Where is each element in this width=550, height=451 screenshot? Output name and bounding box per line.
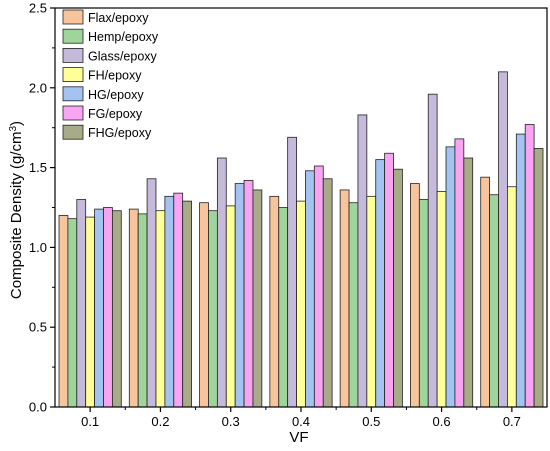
bar-glass-epoxy-0.4 (287, 136, 297, 408)
legend-label: Glass/epoxy (88, 49, 158, 63)
bar-hemp-epoxy-0.5 (348, 202, 359, 408)
y-axis-title-sup: 3 (8, 126, 19, 132)
bar-glass-epoxy-0.3 (216, 157, 227, 408)
legend-swatch (62, 48, 84, 63)
bar-hemp-epoxy-0.3 (208, 210, 218, 408)
bar-flax-epoxy-0.1 (58, 215, 69, 408)
legend-swatch (62, 105, 84, 121)
bar-fg-epoxy-0.5 (384, 152, 394, 408)
bar-hemp-epoxy-0.4 (278, 207, 289, 408)
axes-layer: 0.0 0.5 1.0 1.5 2.0 2.5 0.1 0.2 0.3 0.4 0.5 0.6 0.7 (29, 1, 548, 429)
bar-fh-epoxy-0.6 (436, 191, 447, 408)
bar-hemp-epoxy-0.7 (489, 194, 499, 408)
x-tick-label: 0.3 (222, 414, 240, 429)
legend-label: HG/epoxy (88, 88, 144, 102)
legend-label: Hemp/epoxy (88, 30, 159, 44)
bar-fg-epoxy-0.7 (524, 124, 535, 408)
y-axis-title-main: Composite Density (g/cm (8, 132, 25, 300)
bar-fh-epoxy-0.3 (225, 205, 236, 408)
y-tick-label: 0.5 (29, 320, 47, 335)
bar-fhg-epoxy-0.6 (463, 157, 474, 408)
bar-hemp-epoxy-0.6 (418, 199, 429, 408)
bar-fhg-epoxy-0.5 (393, 168, 403, 408)
bar-hg-epoxy-0.5 (375, 159, 386, 408)
x-tick-label: 0.5 (362, 414, 380, 429)
bar-glass-epoxy-0.6 (427, 93, 438, 408)
legend-swatch (62, 124, 84, 140)
legend-label: Flax/epoxy (88, 11, 149, 25)
bar-fhg-epoxy-0.2 (182, 200, 192, 408)
legend-swatch (62, 9, 84, 25)
bar-hg-epoxy-0.6 (445, 146, 456, 408)
bar-hemp-epoxy-0.2 (137, 213, 148, 408)
bar-flax-epoxy-0.2 (128, 208, 139, 408)
legend-swatch (62, 86, 84, 102)
legend-swatch (62, 28, 84, 44)
bar-glass-epoxy-0.1 (76, 199, 87, 408)
x-tick-label: 0.6 (433, 414, 451, 429)
y-tick-label: 2.5 (29, 1, 47, 16)
bar-fg-epoxy-0.4 (313, 165, 324, 408)
y-tick-label: 1.0 (29, 240, 47, 255)
legend-label: FHG/epoxy (88, 126, 152, 140)
bar-glass-epoxy-0.5 (357, 114, 368, 408)
bar-fh-epoxy-0.1 (85, 216, 95, 408)
y-tick-label: 0.0 (29, 400, 47, 415)
bars-layer (58, 71, 544, 408)
bar-fg-epoxy-0.2 (173, 192, 184, 408)
bar-flax-epoxy-0.7 (480, 176, 491, 408)
bar-hg-epoxy-0.4 (305, 170, 315, 408)
bar-fh-epoxy-0.7 (507, 186, 517, 408)
bar-fhg-epoxy-0.7 (533, 148, 544, 408)
bar-fh-epoxy-0.4 (296, 200, 306, 408)
bar-fg-epoxy-0.3 (243, 179, 254, 408)
bar-hg-epoxy-0.3 (234, 183, 245, 408)
bar-fh-epoxy-0.5 (366, 195, 377, 408)
bar-fg-epoxy-0.1 (103, 207, 113, 408)
y-axis-title: Composite Density (g/cm3) (8, 121, 26, 299)
bar-fhg-epoxy-0.3 (252, 189, 263, 408)
bar-fhg-epoxy-0.1 (111, 210, 122, 408)
y-tick-label: 2.0 (29, 80, 47, 95)
bar-flax-epoxy-0.3 (199, 202, 209, 408)
bar-glass-epoxy-0.2 (146, 178, 157, 408)
bar-flax-epoxy-0.4 (269, 195, 280, 408)
bar-hg-epoxy-0.1 (94, 208, 104, 408)
bar-fhg-epoxy-0.4 (322, 178, 333, 408)
bar-glass-epoxy-0.7 (498, 71, 508, 408)
x-tick-label: 0.2 (151, 414, 169, 429)
y-axis-title-close: ) (8, 121, 25, 126)
legend: Flax/epoxy Hemp/epoxy Glass/epoxy FH/epoxy H… (62, 9, 159, 140)
bar-hg-epoxy-0.7 (515, 133, 526, 408)
bar-flax-epoxy-0.5 (339, 189, 350, 408)
x-tick-label: 0.7 (503, 414, 521, 429)
x-axis-title: VF (289, 429, 308, 446)
x-tick-label: 0.4 (292, 414, 310, 429)
bar-fh-epoxy-0.2 (155, 210, 166, 408)
bar-flax-epoxy-0.6 (410, 183, 420, 408)
x-tick-label: 0.1 (81, 414, 99, 429)
y-tick-label: 1.5 (29, 160, 47, 175)
bar-hemp-epoxy-0.1 (67, 218, 78, 408)
bar-fg-epoxy-0.6 (454, 138, 465, 408)
legend-label: FG/epoxy (88, 107, 143, 121)
legend-label: FH/epoxy (88, 69, 142, 83)
legend-swatch (62, 67, 84, 82)
bar-hg-epoxy-0.2 (164, 195, 175, 408)
